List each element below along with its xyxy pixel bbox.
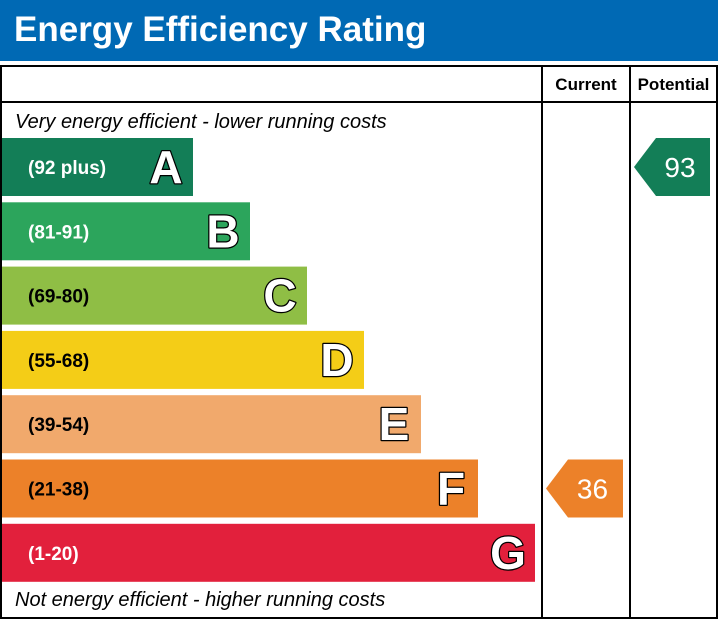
band-range-d: (55-68)	[28, 351, 89, 372]
band-letter-a: A	[149, 141, 182, 193]
page-title: Energy Efficiency Rating	[14, 10, 427, 49]
band-letter-f: F	[437, 463, 465, 515]
band-bar-f	[2, 459, 478, 518]
band-bar-d	[2, 330, 364, 389]
bottom-caption: Not energy efficient - higher running co…	[15, 589, 385, 611]
band-letter-b: B	[206, 205, 239, 257]
band-bar-g	[2, 523, 535, 582]
potential-column-header: Potential	[638, 75, 710, 94]
current-rating-value: 36	[577, 474, 608, 505]
current-column-header: Current	[555, 75, 617, 94]
band-range-b: (81-91)	[28, 222, 89, 243]
band-letter-c: C	[263, 270, 296, 322]
band-range-c: (69-80)	[28, 287, 89, 308]
band-letter-g: G	[490, 527, 526, 579]
band-bar-a	[2, 138, 193, 196]
band-bar-e	[2, 395, 421, 454]
band-letter-e: E	[379, 398, 410, 450]
band-range-a: (92 plus)	[28, 158, 106, 179]
potential-rating-value: 93	[664, 152, 695, 183]
potential-rating-marker	[634, 138, 710, 196]
top-caption: Very energy efficient - lower running co…	[15, 111, 387, 133]
current-rating-marker	[546, 459, 623, 518]
title-bar: Energy Efficiency Rating	[0, 0, 718, 61]
band-range-f: (21-38)	[28, 480, 89, 501]
band-bar-c	[2, 266, 307, 325]
band-bar-b	[2, 202, 250, 261]
band-letter-d: D	[320, 334, 353, 386]
chart-frame	[0, 65, 718, 619]
band-range-g: (1-20)	[28, 544, 79, 565]
band-range-e: (39-54)	[28, 415, 89, 436]
